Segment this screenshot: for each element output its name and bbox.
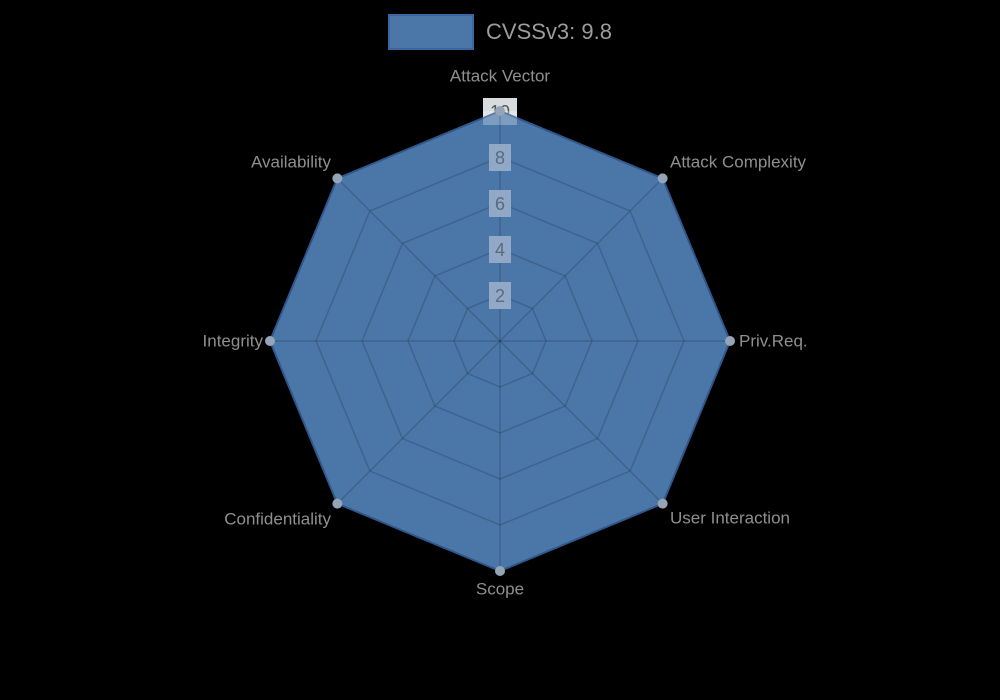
axis-label-attack-vector: Attack Vector xyxy=(450,67,550,86)
point-marker xyxy=(495,106,505,116)
axis-label-confidentiality: Confidentiality xyxy=(224,510,331,529)
tick-label: 4 xyxy=(495,240,505,260)
axis-spoke xyxy=(336,340,501,505)
axis-label-user-interaction: User Interaction xyxy=(670,509,790,528)
grid-ring xyxy=(361,202,639,480)
axis-label-scope: Scope xyxy=(476,580,524,599)
tick-label: 6 xyxy=(495,194,505,214)
axis-label-integrity: Integrity xyxy=(203,332,264,351)
point-marker xyxy=(332,498,343,509)
grid-ring xyxy=(407,248,593,434)
grid-ring xyxy=(315,156,685,526)
axis-spoke xyxy=(499,340,664,505)
tick-backdrop xyxy=(489,282,511,309)
axis-spoke xyxy=(499,177,664,342)
tick-backdrop xyxy=(489,236,511,263)
axis-label-availability: Availability xyxy=(251,153,332,172)
point-marker xyxy=(725,336,735,346)
point-marker xyxy=(495,566,505,576)
legend-label: CVSSv3: 9.8 xyxy=(486,19,612,44)
point-marker xyxy=(332,173,343,184)
legend[interactable]: CVSSv3: 9.8 xyxy=(0,14,1000,50)
axis-label-priv-req: Priv.Req. xyxy=(739,332,808,351)
tick-label: 2 xyxy=(495,286,505,306)
axis-label-attack-complexity: Attack Complexity xyxy=(670,153,807,172)
tick-backdrop xyxy=(489,190,511,217)
tick-backdrop xyxy=(489,144,511,171)
grid-ring xyxy=(453,294,547,388)
point-marker xyxy=(657,498,668,509)
axis-spoke xyxy=(336,177,501,342)
tick-label: 8 xyxy=(495,148,505,168)
point-marker xyxy=(657,173,668,184)
tick-backdrop-showthrough xyxy=(483,111,517,125)
legend-swatch xyxy=(388,14,475,50)
point-marker xyxy=(265,336,275,346)
